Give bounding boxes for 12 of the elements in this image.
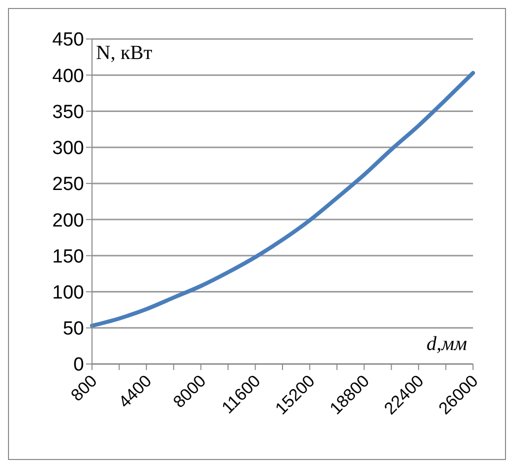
x-axis-title: d,мм — [426, 333, 468, 355]
y-tick-label: 150 — [52, 246, 84, 268]
y-tick-label: 350 — [52, 102, 84, 123]
y-tick-label: 50 — [62, 318, 84, 340]
y-tick-label: 200 — [52, 210, 84, 232]
y-tick-label: 400 — [52, 66, 84, 87]
y-tick-label: 300 — [52, 138, 84, 160]
y-tick-label: 100 — [52, 282, 84, 304]
line-series — [90, 70, 475, 328]
y-axis-title: N, кВт — [96, 42, 152, 64]
y-tick-label: 450 — [52, 30, 84, 51]
y-tick-label: 250 — [52, 174, 84, 196]
